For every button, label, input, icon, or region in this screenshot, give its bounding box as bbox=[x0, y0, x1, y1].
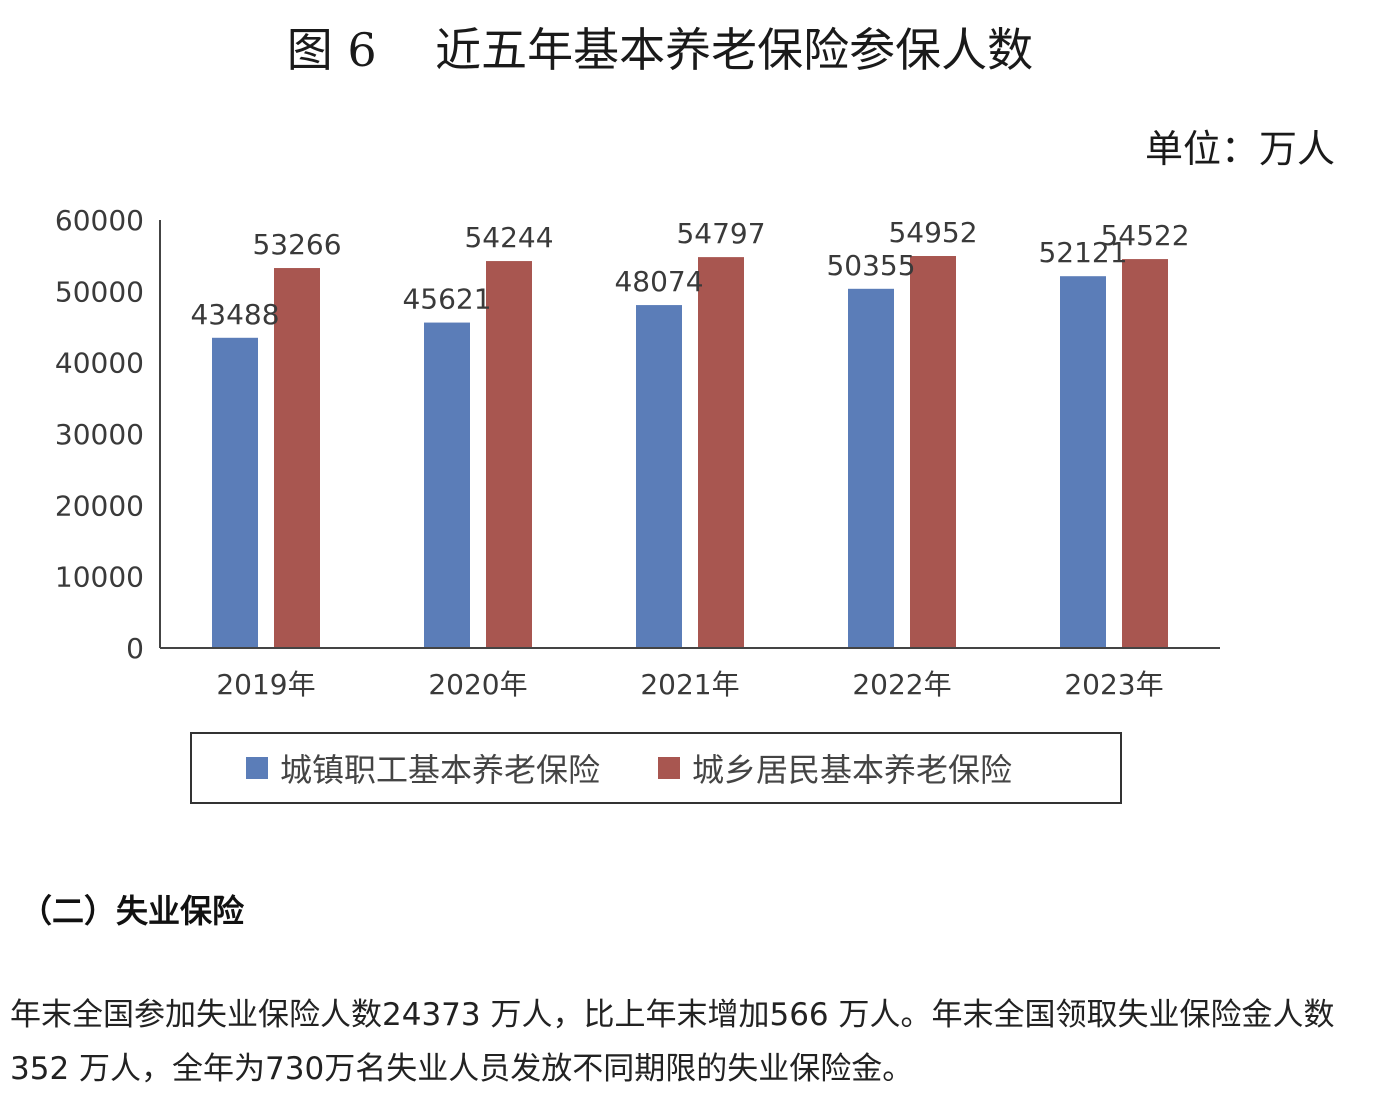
data-label: 50355 bbox=[826, 249, 915, 282]
legend-item-series-2: 城乡居民基本养老保险 bbox=[658, 745, 1012, 791]
y-tick-label: 40000 bbox=[55, 347, 144, 380]
data-label: 43488 bbox=[190, 298, 279, 331]
data-label: 48074 bbox=[614, 265, 703, 298]
y-tick-label: 0 bbox=[126, 632, 144, 665]
legend-label-series-2: 城乡居民基本养老保险 bbox=[692, 751, 1013, 789]
legend-swatch-series-2 bbox=[658, 757, 681, 779]
bar-series-1-5 bbox=[1060, 276, 1106, 648]
data-label: 54522 bbox=[1100, 219, 1189, 252]
data-label: 54797 bbox=[676, 217, 765, 250]
data-label: 54244 bbox=[464, 221, 553, 254]
legend-label-series-1: 城镇职工基本养老保险 bbox=[280, 751, 601, 789]
bar-series-2-4 bbox=[910, 256, 956, 648]
section-paragraph: 年末全国参加失业保险人数24373 万人，比上年末增加566 万人。年末全国领取… bbox=[10, 997, 1335, 1087]
y-tick-label: 20000 bbox=[55, 489, 144, 522]
bar-series-1-2 bbox=[424, 322, 470, 648]
bar-series-1-3 bbox=[636, 305, 682, 648]
bar-series-1-4 bbox=[848, 288, 894, 648]
data-label: 54952 bbox=[888, 216, 977, 249]
y-tick-label: 60000 bbox=[55, 204, 144, 237]
x-tick-label: 2019年 bbox=[216, 668, 315, 701]
bar-series-2-2 bbox=[486, 261, 532, 648]
chart-legend: 城镇职工基本养老保险 城乡居民基本养老保险 bbox=[190, 732, 1122, 804]
unit-label: 单位：万人 bbox=[1144, 127, 1335, 171]
bar-series-2-5 bbox=[1122, 259, 1168, 648]
figure-title: 图 6 近五年基本养老保险参保人数 bbox=[286, 23, 1034, 77]
legend-item-series-1: 城镇职工基本养老保险 bbox=[246, 745, 600, 791]
data-label: 52121 bbox=[1038, 236, 1127, 269]
section-heading: （二）失业保险 bbox=[20, 892, 245, 930]
x-tick-label: 2022年 bbox=[852, 668, 951, 701]
bar-series-2-3 bbox=[698, 257, 744, 648]
legend-swatch-series-1 bbox=[246, 757, 268, 779]
x-tick-label: 2021年 bbox=[640, 668, 739, 701]
y-tick-label: 50000 bbox=[55, 275, 144, 308]
y-tick-label: 10000 bbox=[55, 561, 144, 594]
data-label: 53266 bbox=[252, 228, 341, 261]
y-tick-label: 30000 bbox=[55, 418, 144, 451]
x-tick-label: 2023年 bbox=[1064, 668, 1163, 701]
x-tick-label: 2020年 bbox=[428, 668, 527, 701]
bar-series-2-1 bbox=[274, 268, 320, 648]
data-label: 45621 bbox=[402, 283, 491, 316]
bar-series-1-1 bbox=[212, 337, 258, 648]
bar-chart: 0 10000 20000 30000 40000 50000 60000 43488 532… bbox=[55, 204, 1220, 701]
